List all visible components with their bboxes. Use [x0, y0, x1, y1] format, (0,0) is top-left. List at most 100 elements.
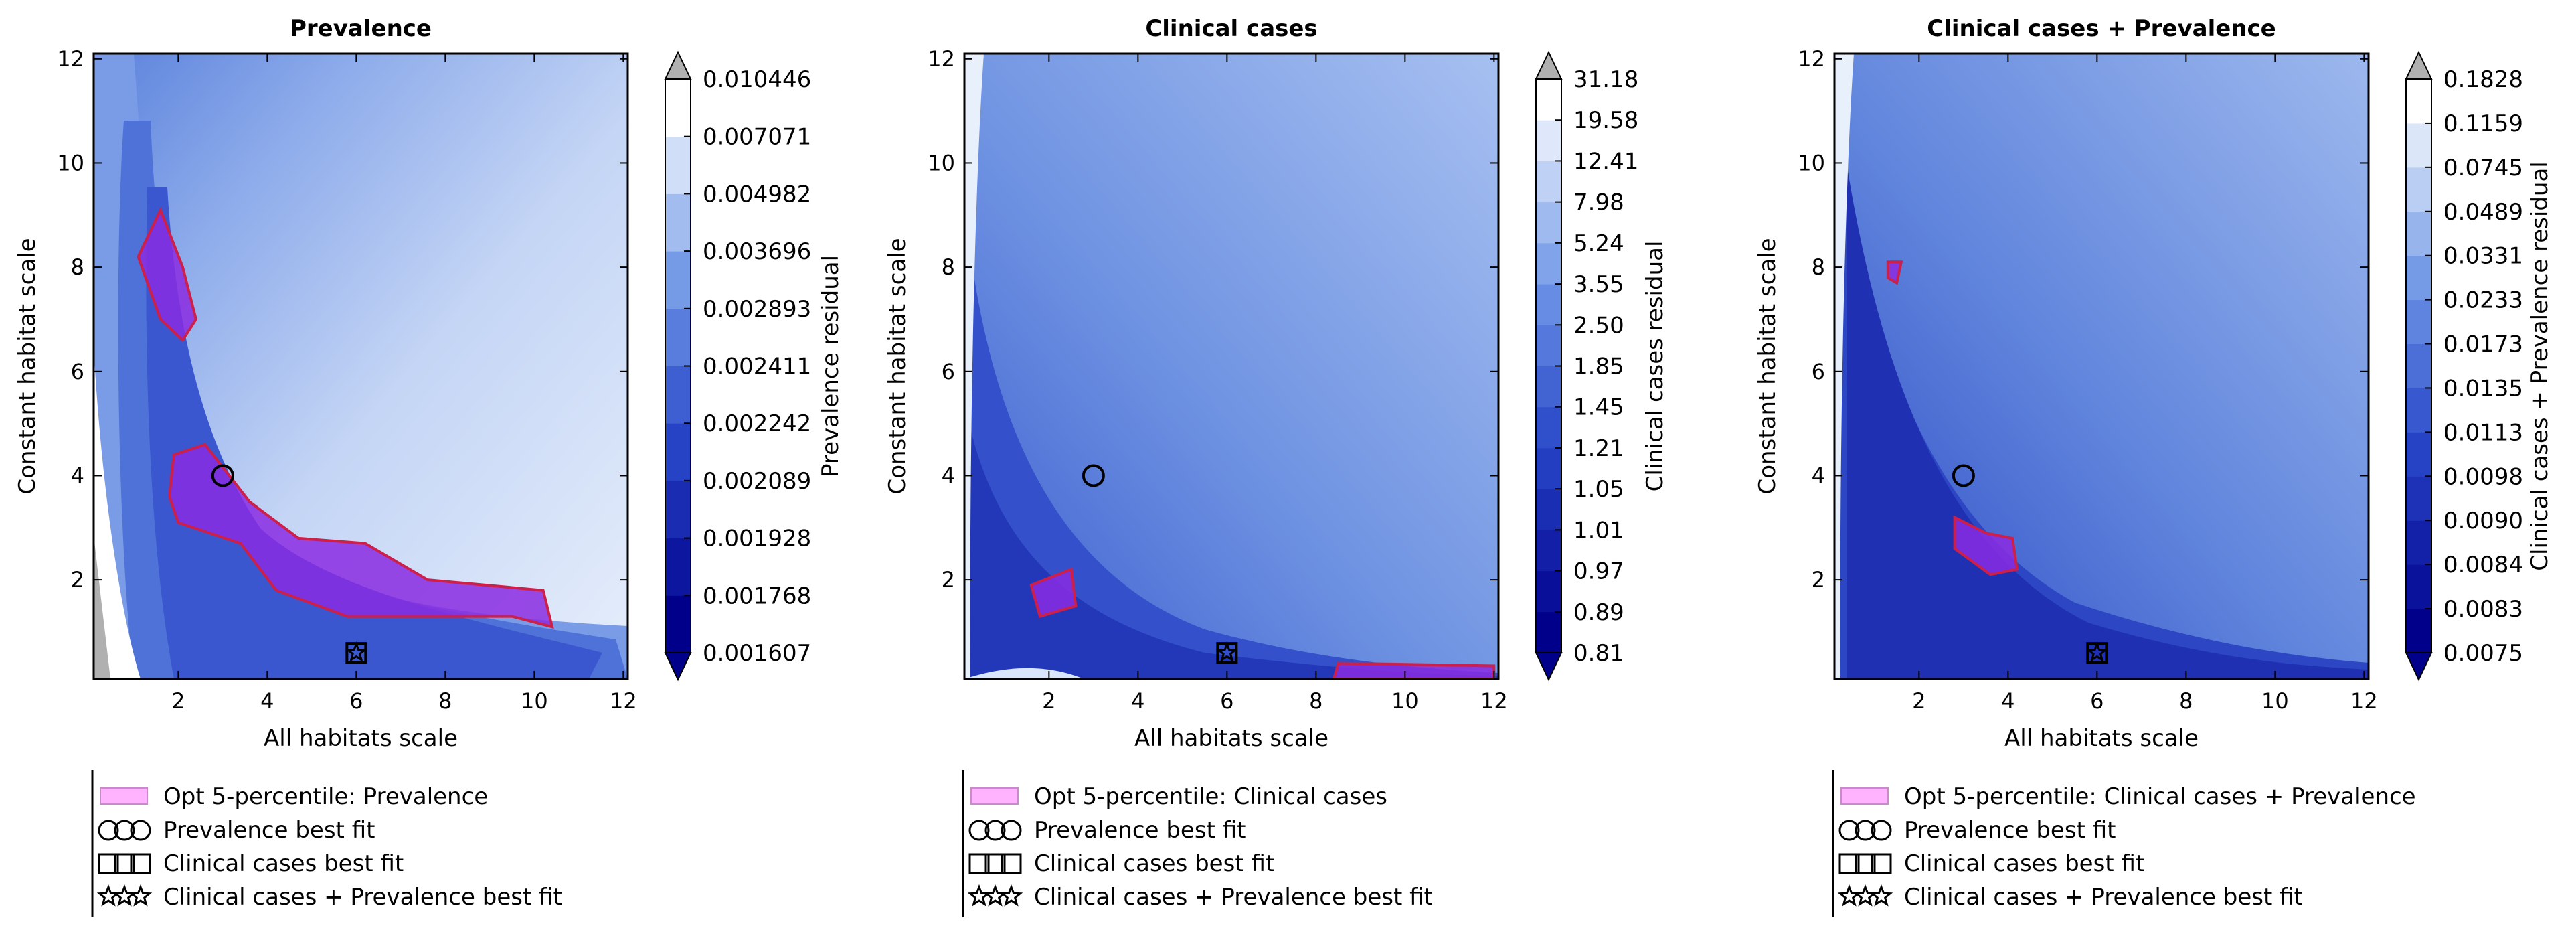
x-tick-label: 12	[1480, 688, 1508, 714]
x-tick-label: 4	[260, 688, 274, 714]
legend-star-marker	[999, 884, 1023, 907]
y-tick-label: 6	[1812, 359, 1825, 384]
colorbar-segment	[1536, 79, 1561, 121]
legend-star-marker	[967, 884, 991, 907]
colorbar-tick: 0.007071	[703, 124, 811, 151]
y-tick-label: 8	[71, 254, 84, 280]
y-tick-label: 2	[71, 567, 84, 593]
legend-square-markers	[98, 853, 151, 874]
colorbar-segment	[2406, 211, 2431, 256]
y-tick-label: 10	[928, 150, 955, 175]
colorbar-tick: 0.001928	[703, 526, 811, 552]
legend: Opt 5-percentile: Clinical cases + Preva…	[1832, 770, 2416, 917]
legend-patch	[100, 787, 148, 805]
colorbar-segment	[1536, 489, 1561, 530]
colorbar-tick: 0.0489	[2443, 199, 2523, 226]
plot-frame	[92, 52, 629, 680]
colorbar-segment	[1536, 447, 1561, 489]
x-tick-label: 12	[2350, 688, 2378, 714]
panel-clinical-cases-prevalence: Clinical cases + Prevalence 2 4 6 8 10 1…	[1754, 15, 2553, 917]
x-tick-group: 2 4 6 8 10 12	[1912, 54, 2378, 714]
legend-circle-markers	[968, 820, 1022, 841]
x-tick-label: 2	[1042, 688, 1055, 714]
x-tick-label: 10	[1391, 688, 1419, 714]
contour-field	[964, 54, 1498, 679]
colorbar-segment	[2406, 476, 2431, 521]
y-tick-label: 12	[928, 46, 955, 72]
prevalence-best-fit-marker	[1952, 464, 1975, 487]
colorbar-tick: 2.50	[1573, 312, 1624, 339]
colorbar-extend-min	[2405, 652, 2433, 682]
y-tick-label: 8	[1812, 254, 1825, 280]
colorbar	[1535, 50, 1563, 682]
colorbar-segment	[665, 79, 691, 137]
colorbar-segment	[2406, 432, 2431, 477]
colorbar-segment	[665, 308, 691, 366]
colorbar-extend-max	[1535, 50, 1563, 80]
clinical-cases-prevalence-best-fit-marker	[1216, 641, 1238, 663]
y-axis-label: Constant habitat scale	[884, 238, 911, 495]
plot-frame	[1833, 52, 2370, 680]
legend-label: Clinical cases + Prevalence best fit	[163, 884, 562, 911]
plot-frame	[963, 52, 1500, 680]
y-tick-label: 4	[942, 463, 955, 488]
colorbar-segment	[1536, 242, 1561, 285]
panel-clinical-cases: Clinical cases 2 4 6 8 10 12 2 4 6 8 10	[884, 15, 1668, 917]
legend-label: Opt 5-percentile: Prevalence	[163, 783, 488, 810]
colorbar-tick: 0.002242	[703, 410, 811, 437]
contour-band	[964, 402, 1498, 679]
x-tick-label: 10	[521, 688, 548, 714]
colorbar	[664, 50, 692, 682]
colorbar-segment	[665, 251, 691, 309]
colorbar-segment	[665, 538, 691, 596]
colorbar-segment	[665, 423, 691, 481]
legend-label: Prevalence best fit	[1034, 817, 1246, 844]
legend-square-markers	[1838, 853, 1892, 874]
contour-band	[964, 54, 984, 679]
legend-label: Opt 5-percentile: Clinical cases + Preva…	[1904, 783, 2416, 810]
y-tick-group: 2 4 6 8 10 12	[1798, 46, 2369, 593]
colorbar-segment	[665, 193, 691, 252]
colorbar-tick: 0.0098	[2443, 463, 2523, 490]
colorbar-segment	[2406, 79, 2431, 124]
colorbar-tick: 0.89	[1573, 599, 1624, 626]
x-tick-label: 6	[349, 688, 363, 714]
colorbar-tick: 0.002893	[703, 296, 811, 323]
y-tick-label: 12	[57, 46, 84, 72]
colorbar-segment	[1536, 161, 1561, 203]
colorbar-tick: 0.0233	[2443, 287, 2523, 314]
legend-circle-markers	[98, 820, 151, 841]
y-tick-label: 4	[71, 463, 84, 488]
legend-label: Clinical cases + Prevalence best fit	[1904, 884, 2303, 911]
legend-label: Prevalence best fit	[163, 817, 375, 844]
colorbar-segment	[1536, 570, 1561, 613]
y-tick-label: 2	[1812, 567, 1825, 593]
colorbar-tick: 0.0173	[2443, 331, 2523, 358]
x-tick-label: 8	[2179, 688, 2193, 714]
legend-star-marker	[983, 884, 1007, 907]
clinical-cases-prevalence-best-fit-marker	[345, 641, 367, 663]
colorbar-tick: 0.0135	[2443, 375, 2523, 402]
colorbar-label: Clinical cases + Prevalence residual	[2526, 161, 2553, 570]
colorbar-segment	[2406, 299, 2431, 345]
opt-region	[1029, 567, 1078, 619]
colorbar	[2405, 50, 2433, 682]
x-tick-label: 8	[438, 688, 452, 714]
x-tick-group: 2 4 6 8 10 12	[1042, 54, 1508, 714]
colorbar-tick: 7.98	[1573, 189, 1624, 216]
y-axis-label: Constant habitat scale	[1754, 238, 1781, 495]
y-tick-label: 10	[57, 150, 84, 175]
colorbar-segment	[1536, 530, 1561, 572]
x-tick-label: 2	[1912, 688, 1925, 714]
colorbar-tick: 0.1159	[2443, 110, 2523, 137]
y-tick-group: 2 4 6 8 10 12	[57, 46, 628, 593]
colorbar-segment	[665, 480, 691, 539]
y-tick-label: 8	[942, 254, 955, 280]
colorbar-tick: 0.010446	[703, 66, 811, 93]
colorbar-segment	[2406, 255, 2431, 301]
legend-label: Clinical cases + Prevalence best fit	[1034, 884, 1433, 911]
colorbar-extend-min	[664, 652, 692, 682]
colorbar-tick: 1.21	[1573, 435, 1624, 462]
colorbar-segment	[1536, 120, 1561, 161]
